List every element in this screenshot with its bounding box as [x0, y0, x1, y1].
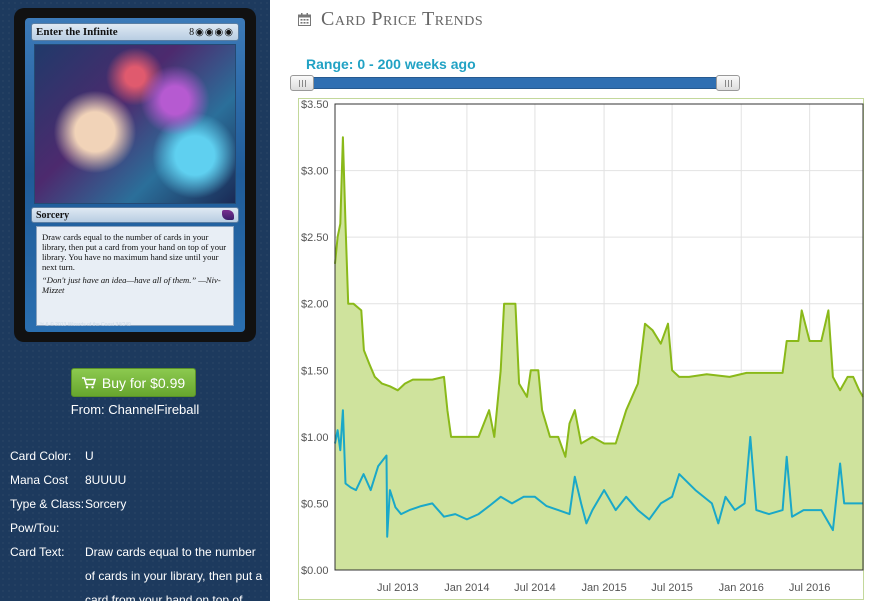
y-tick-label: $2.00: [301, 299, 329, 311]
card-flavor-text: “Don't just have an idea—have all of the…: [42, 275, 221, 295]
card-title-bar: Enter the Infinite 8◉◉◉◉: [31, 23, 239, 41]
info-label: Card Color:: [10, 449, 72, 463]
card-type-line: Sorcery: [36, 209, 70, 221]
y-tick-label: $3.00: [301, 166, 329, 178]
info-row-cost: Mana Cost 8UUUU: [10, 468, 265, 492]
info-row-type: Type & Class: Sorcery: [10, 492, 265, 516]
card-rules-text: Draw cards equal to the number of cards …: [42, 232, 227, 272]
page-title: Card Price Trends: [321, 7, 484, 30]
info-row-text: Card Text: Draw cards equal to the numbe…: [10, 540, 265, 612]
series-line-0: [334, 136, 864, 458]
buy-button[interactable]: Buy for $0.99: [71, 368, 196, 397]
info-label: Pow/Tou:: [10, 521, 60, 535]
info-row-color: Card Color: U: [10, 444, 265, 468]
price-chart: $0.00 $0.50 $1.00 $1.50 $2.00 $2.50 $3.00 $3.50…: [298, 98, 864, 600]
set-symbol-icon: [222, 210, 234, 220]
info-value: [85, 516, 265, 540]
x-tick-label: Jan 2016: [719, 582, 764, 594]
card-text-box: Draw cards equal to the number of cards …: [36, 226, 234, 326]
info-label: Card Text:: [10, 545, 65, 559]
info-value: Sorcery: [85, 497, 127, 511]
y-tick-label: $3.50: [301, 99, 329, 111]
y-tick-label: $1.50: [301, 365, 329, 377]
info-value: 8UUUU: [85, 473, 127, 487]
info-row-powtou: Pow/Tou:: [10, 516, 265, 540]
x-tick-label: Jul 2015: [651, 582, 693, 594]
vendor-text: From: ChannelFireball: [70, 402, 200, 417]
x-tick-label: Jul 2014: [514, 582, 556, 594]
buy-button-label: Buy for $0.99: [101, 374, 186, 391]
card-copyright: ™ & © 2013 Wizards of the Coast 34/249: [39, 322, 131, 328]
info-label: Mana Cost: [10, 473, 69, 487]
x-tick-label: Jul 2016: [789, 582, 831, 594]
series-line-1: [334, 409, 863, 538]
card-image: Enter the Infinite 8◉◉◉◉ Sorcery Draw ca…: [14, 8, 256, 342]
info-value: Draw cards equal to the number of cards …: [85, 545, 263, 607]
range-slider-handle-end[interactable]: [716, 75, 740, 91]
range-label: Range: 0 - 200 weeks ago: [306, 56, 476, 72]
page-header: Card Price Trends: [298, 8, 483, 30]
info-value: U: [85, 449, 94, 463]
price-chart-svg: $0.00 $0.50 $1.00 $1.50 $2.00 $2.50 $3.00 $3.50…: [301, 99, 864, 594]
y-tick-label: $1.00: [301, 432, 329, 444]
x-tick-label: Jan 2015: [581, 582, 626, 594]
y-tick-label: $2.50: [301, 232, 329, 244]
card-sidebar: Enter the Infinite 8◉◉◉◉ Sorcery Draw ca…: [0, 0, 270, 607]
series-area-0: [335, 137, 863, 571]
x-tick-label: Jul 2013: [377, 582, 419, 594]
card-name: Enter the Infinite: [36, 26, 118, 38]
calendar-icon: [298, 12, 311, 26]
card-mana-cost: 8◉◉◉◉: [189, 26, 234, 38]
plot-frame: [334, 103, 864, 571]
info-label: Type & Class:: [10, 497, 85, 511]
x-tick-label: Jan 2014: [444, 582, 489, 594]
card-frame: Enter the Infinite 8◉◉◉◉ Sorcery Draw ca…: [25, 18, 245, 332]
card-type-bar: Sorcery: [31, 207, 239, 223]
cart-icon: [81, 376, 96, 388]
card-info: Card Color: U Mana Cost 8UUUU Type & Cla…: [10, 444, 265, 612]
card-artist: Terese Nielsen: [39, 314, 79, 320]
y-tick-label: $0.50: [301, 498, 329, 510]
range-slider-handle-start[interactable]: [290, 75, 314, 91]
card-art: [34, 44, 236, 204]
range-slider-track[interactable]: [293, 77, 739, 89]
y-tick-label: $0.00: [301, 565, 329, 577]
